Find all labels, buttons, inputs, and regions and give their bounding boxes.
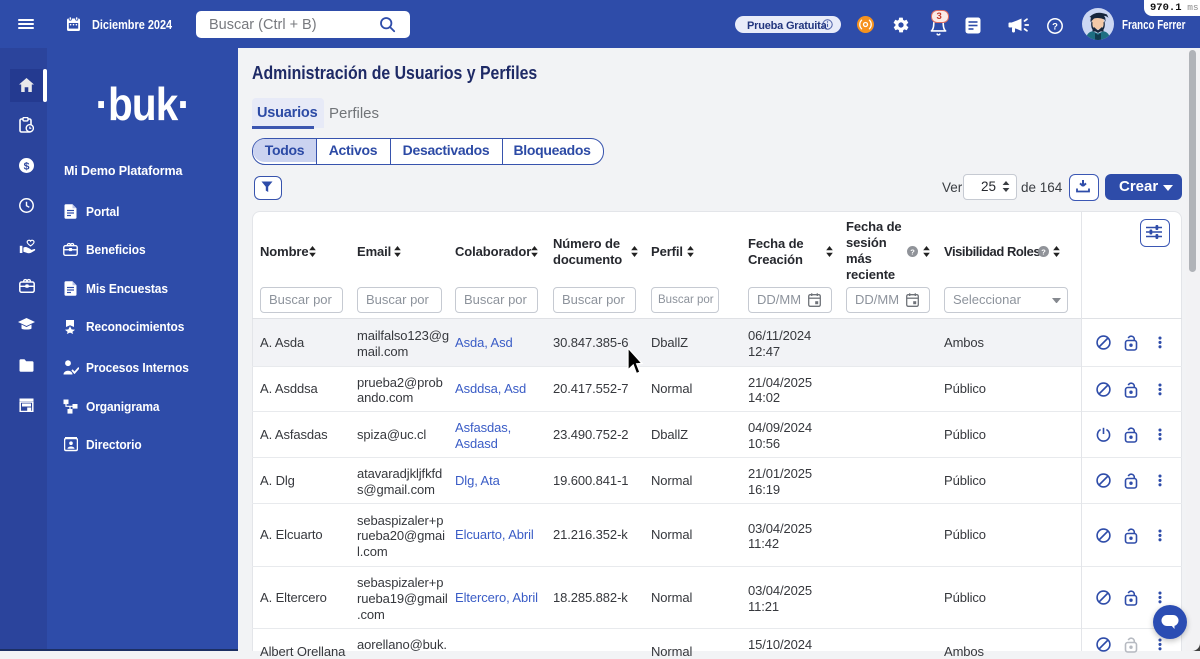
svg-text:?: ? — [1052, 21, 1058, 32]
svg-text:?: ? — [910, 247, 915, 256]
svg-text:?: ? — [1041, 247, 1046, 256]
svg-text:$: $ — [24, 160, 30, 172]
